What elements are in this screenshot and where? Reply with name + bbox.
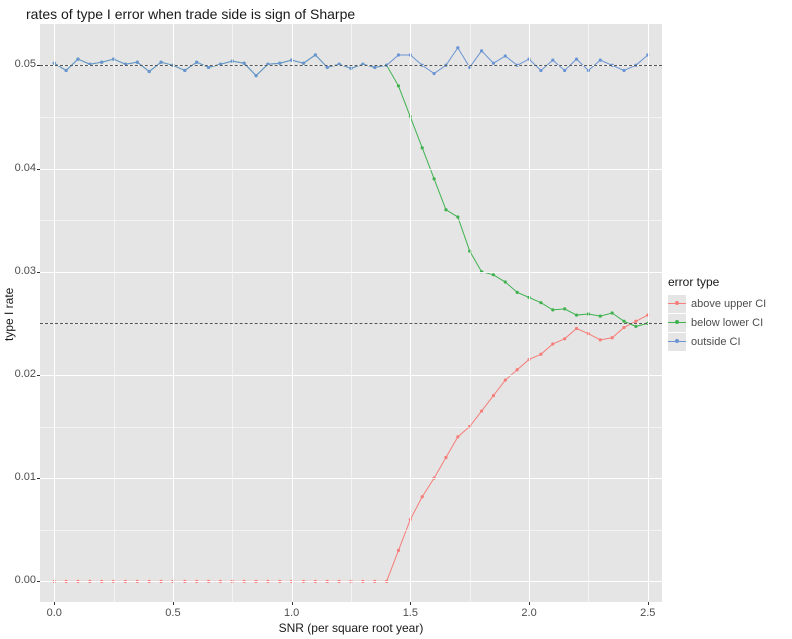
x-tick-label: 2.5 xyxy=(633,607,663,619)
legend-label: outside CI xyxy=(691,336,741,348)
series-point xyxy=(551,342,554,345)
series-point xyxy=(314,53,317,56)
series-point xyxy=(634,325,637,328)
series-point xyxy=(148,70,151,73)
series-point xyxy=(421,495,424,498)
series-point xyxy=(136,61,139,64)
series-point xyxy=(195,61,198,64)
legend-label: below lower CI xyxy=(691,317,763,329)
series-point xyxy=(100,61,103,64)
series-point xyxy=(492,273,495,276)
series-point xyxy=(480,409,483,412)
series-point xyxy=(456,435,459,438)
series-point xyxy=(611,311,614,314)
series-point xyxy=(563,307,566,310)
x-tick-label: 1.5 xyxy=(395,607,425,619)
series-point xyxy=(65,69,68,72)
series-point xyxy=(599,59,602,62)
series-point xyxy=(622,69,625,72)
legend-key xyxy=(668,333,686,351)
chart-title: rates of type I error when trade side is… xyxy=(26,6,355,22)
series-point xyxy=(397,549,400,552)
series-point xyxy=(456,215,459,218)
series-point xyxy=(599,338,602,341)
legend-key xyxy=(668,295,686,313)
series-point xyxy=(516,291,519,294)
legend: error type above upper CI below lower CI o… xyxy=(668,275,788,352)
series-point xyxy=(599,314,602,317)
series-point xyxy=(254,74,257,77)
series-point xyxy=(492,394,495,397)
chart-container: rates of type I error when trade side is… xyxy=(0,0,792,639)
series-point xyxy=(432,72,435,75)
y-tick-label: 0.04 xyxy=(6,162,36,174)
x-tick-label: 1.0 xyxy=(277,607,307,619)
y-tick-label: 0.01 xyxy=(6,471,36,483)
series-point xyxy=(504,280,507,283)
x-tick-label: 2.0 xyxy=(514,607,544,619)
plot-panel xyxy=(40,24,662,602)
series-point xyxy=(551,59,554,62)
legend-item: above upper CI xyxy=(668,295,788,313)
reference-line xyxy=(40,323,662,324)
reference-line xyxy=(40,65,662,66)
x-axis-label: SNR (per square root year) xyxy=(40,621,662,635)
y-tick-label: 0.02 xyxy=(6,368,36,380)
series-point xyxy=(183,69,186,72)
series-point xyxy=(539,353,542,356)
series-point xyxy=(421,146,424,149)
series-point xyxy=(456,46,459,49)
x-tick-label: 0.5 xyxy=(158,607,188,619)
series-point xyxy=(575,327,578,330)
series-point xyxy=(611,336,614,339)
legend-title: error type xyxy=(668,275,788,289)
y-tick-label: 0.00 xyxy=(6,574,36,586)
y-tick-label: 0.05 xyxy=(6,58,36,70)
series-point xyxy=(551,308,554,311)
series-point xyxy=(159,61,162,64)
legend-key xyxy=(668,314,686,332)
series-point xyxy=(563,337,566,340)
series-point xyxy=(397,84,400,87)
legend-item: outside CI xyxy=(668,333,788,351)
series-point xyxy=(432,177,435,180)
series-point xyxy=(504,378,507,381)
series-point xyxy=(516,368,519,371)
series-point xyxy=(76,57,79,60)
y-axis-label: type I rate xyxy=(2,288,16,341)
x-tick-label: 0.0 xyxy=(39,607,69,619)
series-point xyxy=(539,69,542,72)
legend-label: above upper CI xyxy=(691,298,766,310)
series-point xyxy=(622,326,625,329)
series-point xyxy=(563,69,566,72)
series-point xyxy=(575,57,578,60)
series-point xyxy=(444,456,447,459)
series-point xyxy=(444,208,447,211)
series-point xyxy=(504,54,507,57)
y-tick-label: 0.03 xyxy=(6,265,36,277)
series-point xyxy=(575,313,578,316)
series-point xyxy=(397,53,400,56)
legend-items: above upper CI below lower CI outside CI xyxy=(668,295,788,351)
series-point xyxy=(539,301,542,304)
series-point xyxy=(480,49,483,52)
legend-item: below lower CI xyxy=(668,314,788,332)
